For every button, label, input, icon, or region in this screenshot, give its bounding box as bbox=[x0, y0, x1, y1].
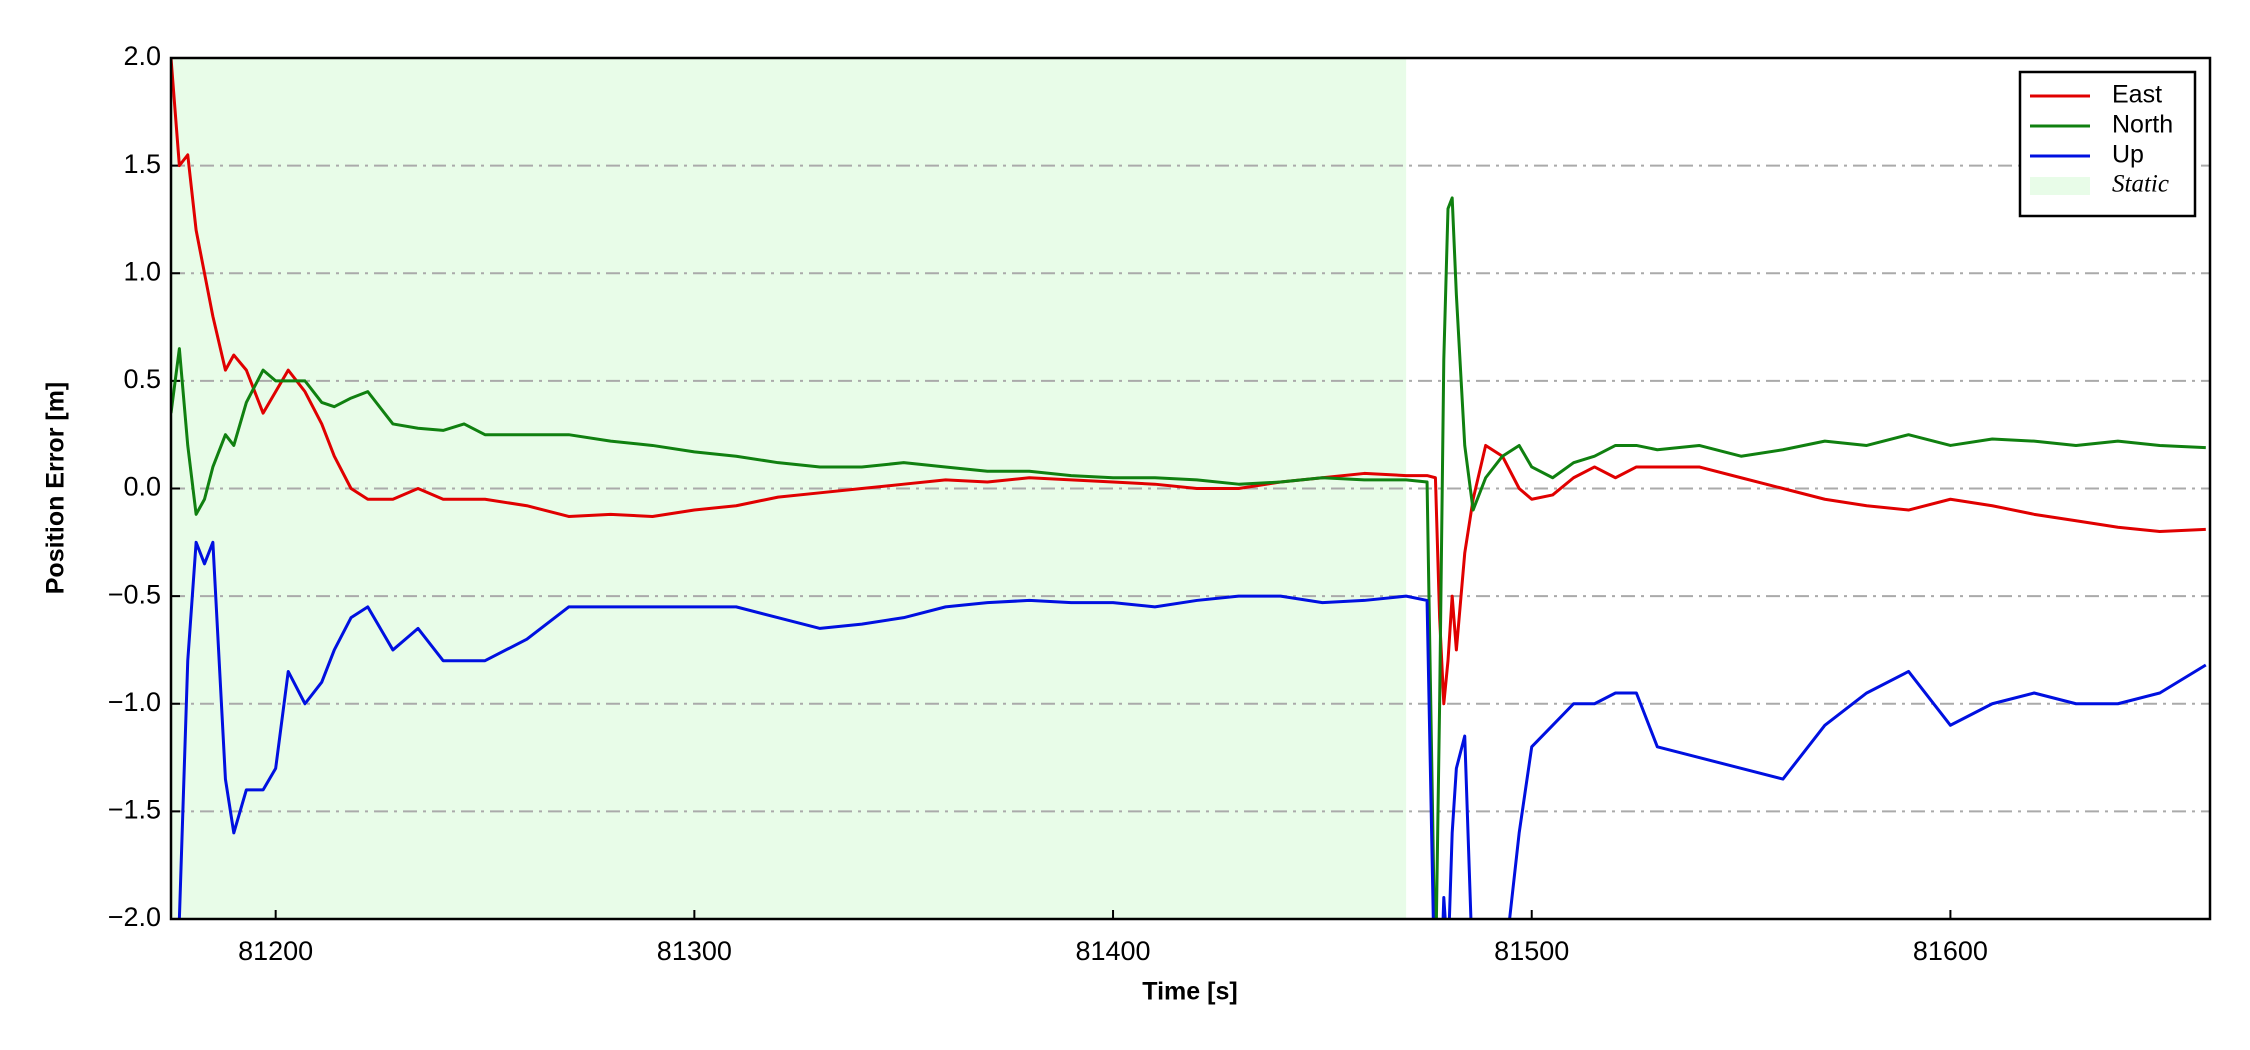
x-tick-label: 81400 bbox=[1075, 936, 1150, 966]
y-tick-label: −0.5 bbox=[108, 579, 161, 609]
x-tick-label: 81300 bbox=[657, 936, 732, 966]
x-tick-label: 81200 bbox=[238, 936, 313, 966]
legend-swatch bbox=[2030, 177, 2090, 195]
y-tick-label: −1.5 bbox=[108, 795, 161, 825]
legend-label: Static bbox=[2112, 171, 2169, 198]
legend-label: Up bbox=[2112, 141, 2144, 169]
series-line bbox=[171, 196, 2206, 919]
y-tick-label: 0.0 bbox=[123, 472, 161, 502]
x-tick-label: 81600 bbox=[1913, 936, 1988, 966]
x-axis-label: Time [s] bbox=[1142, 978, 1237, 1006]
y-tick-label: 1.0 bbox=[123, 256, 161, 286]
series-line bbox=[171, 58, 2206, 706]
y-tick-label: 2.0 bbox=[123, 41, 161, 71]
series-line bbox=[177, 540, 2207, 919]
y-tick-label: 1.5 bbox=[123, 149, 161, 179]
y-tick-label: −1.0 bbox=[108, 687, 161, 717]
x-tick-label: 81500 bbox=[1494, 936, 1569, 966]
y-tick-label: −2.0 bbox=[108, 902, 161, 932]
legend-label: East bbox=[2112, 81, 2162, 109]
y-tick-label: 0.5 bbox=[123, 364, 161, 394]
legend-label: North bbox=[2112, 111, 2173, 139]
plot-frame bbox=[169, 56, 2212, 921]
y-axis-label: Position Error [m] bbox=[42, 382, 70, 595]
